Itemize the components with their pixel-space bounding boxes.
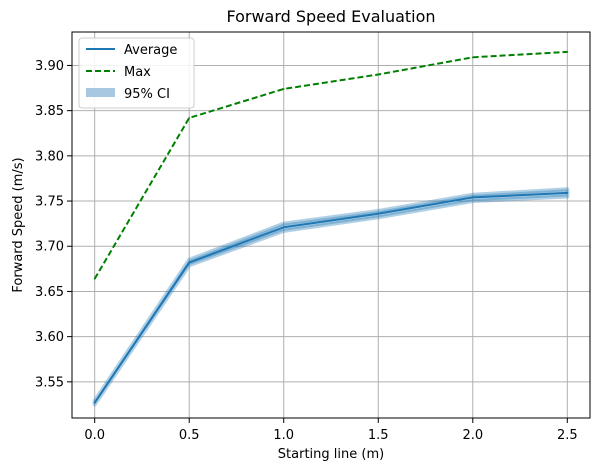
ci-band-layer <box>92 187 570 407</box>
axis-ticks: 0.0 0.5 1.0 1.5 2.0 2.5 3.55 3.60 3.65 3.70 3.75 3.… <box>35 59 578 443</box>
max-point-5 <box>566 51 569 53</box>
average-point-5 <box>566 192 569 194</box>
average-point-3 <box>377 212 380 215</box>
y-tick-label-2: 3.65 <box>35 285 64 300</box>
legend-ci-swatch <box>86 88 115 97</box>
y-tick-label-4: 3.75 <box>35 195 64 210</box>
grid-lines <box>72 32 590 418</box>
plot-frame <box>71 31 591 419</box>
legend-average-label: Average <box>124 43 177 58</box>
y-tick-label-1: 3.60 <box>35 330 64 345</box>
chart-title: Forward Speed Evaluation <box>226 7 435 26</box>
y-tick-label-0: 3.55 <box>35 375 64 390</box>
y-tick-label-3: 3.70 <box>35 240 64 255</box>
max-point-4 <box>471 56 474 59</box>
average-point-1 <box>188 261 191 264</box>
y-tick-label-7: 3.90 <box>35 59 64 74</box>
series-lines-layer <box>93 50 569 404</box>
average-point-2 <box>282 226 285 229</box>
y-axis-label: Forward Speed (m/s) <box>11 157 26 292</box>
y-tick-label-5: 3.80 <box>35 149 64 164</box>
max-point-1 <box>188 117 191 119</box>
max-point-3 <box>377 73 380 76</box>
max-line <box>93 50 568 280</box>
x-tick-label-1: 0.5 <box>179 428 200 443</box>
legend-ci-label: 95% CI <box>124 87 170 102</box>
x-tick-label-2: 1.0 <box>273 428 294 443</box>
ci-band <box>92 187 570 407</box>
x-tick-label-3: 1.5 <box>368 428 389 443</box>
y-tick-label-6: 3.85 <box>35 104 64 119</box>
x-tick-label-0: 0.0 <box>84 428 105 443</box>
legend: Average Max 95% CI <box>78 37 195 109</box>
average-point-4 <box>471 196 474 199</box>
legend-max-label: Max <box>124 65 151 80</box>
average-line <box>93 191 569 404</box>
max-point-2 <box>282 88 285 90</box>
x-axis-label: Starting line (m) <box>278 447 384 462</box>
average-point-0 <box>93 401 96 404</box>
max-point-0 <box>93 277 96 280</box>
x-tick-label-4: 2.0 <box>462 428 483 443</box>
x-tick-label-5: 2.5 <box>557 428 578 443</box>
